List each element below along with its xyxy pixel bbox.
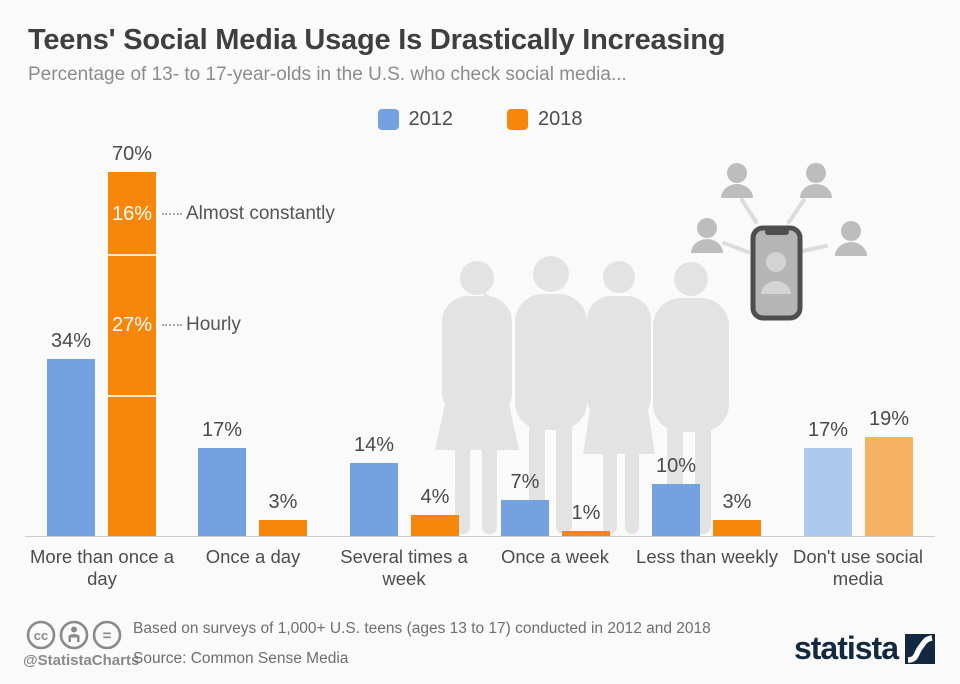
bar-2018-2 — [259, 520, 307, 536]
legend-swatch-2018 — [507, 109, 528, 130]
equals-icon: = — [103, 628, 112, 645]
value-label-2018-6: 19% — [868, 408, 910, 430]
cc-icon: cc — [34, 628, 48, 643]
footer-source: Source: Common Sense Media — [133, 650, 349, 667]
teen-silhouettes-illustration — [435, 256, 729, 534]
person-icons — [691, 163, 867, 256]
segment-value-label: 16% — [111, 203, 153, 225]
category-label: Once a day — [205, 546, 301, 567]
person-icon — [835, 221, 867, 256]
legend-label-2018: 2018 — [538, 108, 583, 130]
value-label-2018-5: 3% — [722, 491, 752, 513]
bar-2018-4 — [562, 531, 610, 536]
silhouette-figure — [435, 261, 519, 534]
avatar-on-screen — [761, 252, 791, 294]
value-label-2012-1: 34% — [50, 330, 92, 352]
category-label: Several times a week — [340, 546, 468, 589]
category-label: Don't use social media — [792, 546, 923, 589]
segment-annotation: Almost constantly — [186, 203, 335, 224]
value-label-2018-1: 70% — [111, 143, 153, 165]
annotation-leader-line — [162, 324, 182, 326]
statista-logo: statista — [794, 630, 935, 667]
legend-swatch-2012 — [377, 109, 399, 130]
phone-network-illustration — [691, 163, 867, 321]
segment-value-label: 27% — [111, 314, 153, 336]
segment-divider — [108, 395, 156, 397]
silhouette-figure — [515, 256, 587, 534]
bar-2012-4 — [501, 500, 549, 536]
attribution-person-icon — [68, 626, 80, 642]
silhouette-figure — [653, 262, 729, 534]
value-label-2018-2: 3% — [268, 491, 298, 513]
value-label-2012-2: 17% — [201, 419, 243, 441]
person-icon — [800, 163, 832, 198]
page-subtitle: Percentage of 13- to 17-year-olds in the… — [28, 64, 627, 85]
bar-2018-5 — [713, 520, 761, 536]
smartphone-icon — [750, 225, 803, 321]
value-label-2012-4: 7% — [510, 471, 540, 493]
statista-logo-icon — [905, 633, 935, 664]
category-label: Less than weekly — [636, 546, 778, 567]
annotation-leader-line — [162, 213, 182, 215]
bar-2012-5 — [652, 484, 700, 536]
category-label: Once a week — [501, 546, 609, 567]
statista-wordmark: statista — [793, 630, 899, 666]
value-label-2012-5: 10% — [655, 455, 697, 477]
segment-divider — [108, 254, 156, 256]
bar-2012-2 — [198, 448, 246, 536]
silhouette-figure — [583, 261, 655, 534]
footer-note: Based on surveys of 1,000+ U.S. teens (a… — [133, 620, 711, 637]
creative-commons-icons: cc = — [26, 620, 122, 650]
bar-2012-3 — [350, 463, 398, 536]
person-icon — [721, 163, 753, 198]
legend-item-2018: 2018 — [507, 108, 583, 131]
legend-label-2012: 2012 — [408, 108, 454, 130]
legend: 2012 2018 — [0, 108, 960, 131]
network-lines — [722, 198, 828, 254]
bar-2018-1 — [108, 172, 156, 536]
value-label-2018-4: 1% — [571, 502, 601, 524]
bar-2018-6 — [865, 437, 913, 536]
bar-2012-1 — [47, 359, 95, 536]
legend-item-2012: 2012 — [377, 108, 454, 131]
bar-2018-3 — [411, 515, 459, 536]
statista-handle: @StatistaCharts — [23, 652, 140, 669]
value-label-2018-3: 4% — [420, 486, 450, 508]
bar-2012-6 — [804, 448, 852, 536]
value-label-2012-3: 14% — [353, 434, 395, 456]
x-axis-line — [25, 536, 935, 537]
segment-annotation: Hourly — [186, 314, 241, 335]
page-title: Teens' Social Media Usage Is Drastically… — [28, 24, 726, 56]
category-label: More than once a day — [30, 546, 174, 589]
value-label-2012-6: 17% — [807, 419, 849, 441]
person-icon — [691, 218, 723, 253]
